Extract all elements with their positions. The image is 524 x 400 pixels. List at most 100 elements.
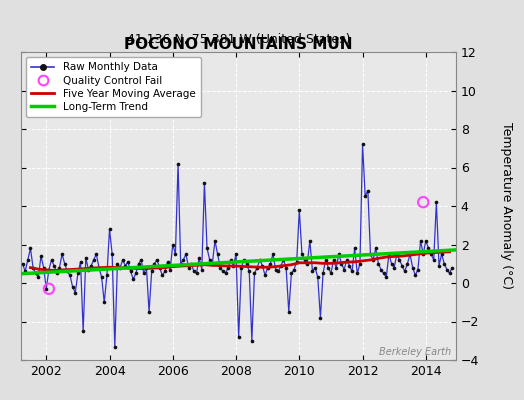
Point: [192, 270, 201, 276]
Point: [50, 262, 58, 269]
Point: [95, 264, 103, 271]
Point: [177, 260, 185, 267]
Point: [264, 264, 272, 271]
Point: [353, 270, 362, 276]
Point: [82, 255, 90, 261]
Point: [435, 262, 443, 269]
Point: [232, 251, 240, 257]
Point: [358, 141, 367, 148]
Point: [332, 264, 341, 271]
Point: [29, 264, 37, 271]
Point: [250, 270, 259, 276]
Point: [279, 257, 288, 263]
Point: [60, 260, 69, 267]
Point: [47, 257, 56, 263]
Point: [298, 251, 306, 257]
Point: [45, 286, 53, 292]
Point: [305, 238, 314, 244]
Point: [87, 262, 95, 269]
Point: [445, 270, 454, 276]
Point: [153, 257, 161, 263]
Point: [55, 264, 63, 271]
Point: [190, 268, 198, 275]
Point: [256, 257, 264, 263]
Point: [414, 266, 422, 273]
Point: [290, 266, 298, 273]
Point: [31, 270, 40, 276]
Point: [382, 274, 390, 280]
Text: 41.136 N, 75.381 W (United States): 41.136 N, 75.381 W (United States): [127, 33, 350, 46]
Point: [398, 262, 406, 269]
Point: [430, 257, 438, 263]
Point: [90, 257, 98, 263]
Point: [84, 266, 93, 273]
Point: [408, 264, 417, 271]
Point: [392, 251, 401, 257]
Point: [327, 270, 335, 276]
Point: [216, 264, 224, 271]
Point: [372, 245, 380, 252]
Point: [374, 260, 383, 267]
Point: [132, 270, 140, 276]
Point: [226, 257, 235, 263]
Point: [39, 264, 48, 271]
Point: [345, 262, 354, 269]
Point: [285, 309, 293, 315]
Point: [340, 266, 348, 273]
Point: [277, 262, 285, 269]
Point: [108, 251, 116, 257]
Point: [422, 238, 430, 244]
Point: [200, 180, 209, 186]
Point: [37, 253, 45, 259]
Point: [248, 338, 256, 344]
Point: [134, 260, 143, 267]
Point: [269, 251, 277, 257]
Point: [169, 241, 177, 248]
Point: [105, 226, 114, 232]
Point: [364, 187, 372, 194]
Point: [63, 268, 72, 275]
Point: [419, 251, 428, 257]
Point: [97, 274, 106, 280]
Point: [100, 299, 108, 306]
Point: [156, 264, 164, 271]
Point: [213, 251, 222, 257]
Point: [313, 274, 322, 280]
Point: [161, 268, 169, 275]
Point: [282, 264, 290, 271]
Point: [266, 260, 275, 267]
Point: [287, 270, 296, 276]
Point: [179, 257, 188, 263]
Point: [253, 264, 261, 271]
Point: [343, 257, 351, 263]
Point: [69, 284, 77, 290]
Point: [229, 262, 237, 269]
Point: [203, 245, 211, 252]
Point: [308, 268, 316, 275]
Point: [240, 257, 248, 263]
Point: [243, 260, 251, 267]
Point: [424, 245, 433, 252]
Point: [34, 274, 42, 280]
Point: [403, 260, 411, 267]
Point: [79, 328, 88, 334]
Point: [124, 259, 132, 265]
Point: [390, 264, 398, 271]
Point: [245, 268, 254, 275]
Point: [258, 262, 267, 269]
Point: [18, 260, 27, 267]
Point: [118, 257, 127, 263]
Point: [113, 260, 122, 267]
Point: [295, 207, 303, 213]
Point: [121, 262, 129, 269]
Point: [182, 251, 190, 257]
Legend: Raw Monthly Data, Quality Control Fail, Five Year Moving Average, Long-Term Tren: Raw Monthly Data, Quality Control Fail, …: [26, 57, 201, 117]
Point: [316, 314, 324, 321]
Point: [205, 257, 214, 263]
Point: [395, 257, 403, 263]
Point: [379, 270, 388, 276]
Point: [319, 270, 327, 276]
Point: [351, 245, 359, 252]
Point: [237, 264, 246, 271]
Point: [427, 251, 435, 257]
